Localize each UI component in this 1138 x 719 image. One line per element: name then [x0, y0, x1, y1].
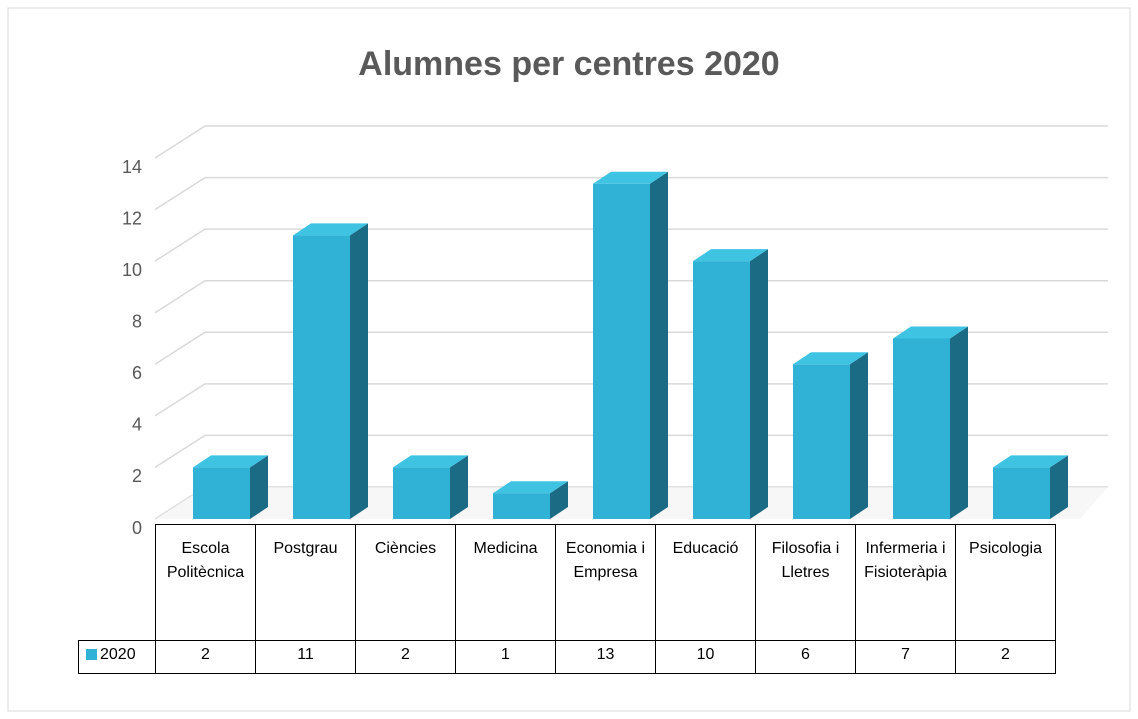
bar-side: [1050, 455, 1068, 519]
bar-front: [193, 467, 250, 519]
bar-side: [250, 455, 268, 519]
value-cell: 7: [855, 640, 956, 674]
bar: [993, 455, 1068, 519]
category-cell: Ciències: [355, 524, 456, 641]
category-cell: Postgrau: [255, 524, 356, 641]
bar-top: [893, 326, 968, 339]
bar-front: [493, 493, 550, 519]
y-tick-label: 6: [132, 363, 142, 383]
bar-side: [750, 249, 768, 519]
bar-side: [550, 481, 568, 519]
category-cell: Infermeria i Fisioteràpia: [855, 524, 956, 641]
category-cell: Economia i Empresa: [555, 524, 656, 641]
grid-line: [154, 331, 1108, 365]
y-tick-label: 2: [132, 466, 142, 486]
value-cell: 1: [455, 640, 556, 674]
legend-label: 2020: [100, 646, 136, 663]
bar: [193, 455, 268, 519]
legend-cell: 2020: [78, 640, 156, 674]
y-tick-label: 14: [122, 157, 142, 177]
y-tick-label: 8: [132, 311, 142, 331]
value-cell: 2: [955, 640, 1056, 674]
y-tick-label: 4: [132, 415, 142, 435]
bar-front: [893, 338, 950, 519]
value-cell: 11: [255, 640, 356, 674]
y-tick-label: 12: [122, 208, 142, 228]
category-cell: Escola Politècnica: [155, 524, 256, 641]
bar-top: [493, 481, 568, 494]
grid-line: [154, 125, 1108, 159]
bar-front: [293, 235, 350, 519]
bar: [293, 223, 368, 519]
category-cell: Psicologia: [955, 524, 1056, 641]
bar-top: [293, 223, 368, 236]
category-cell: Filosofia i Lletres: [755, 524, 856, 641]
value-cell: 2: [355, 640, 456, 674]
value-cell: 13: [555, 640, 656, 674]
bar-top: [693, 249, 768, 262]
chart-title: Alumnes per centres 2020: [358, 45, 779, 83]
bar-side: [650, 171, 668, 520]
category-cell: Educació: [655, 524, 756, 641]
bar-top: [793, 352, 868, 365]
value-cell: 2: [155, 640, 256, 674]
legend-key: [86, 649, 97, 660]
bar-top: [193, 455, 268, 468]
value-cell: 10: [655, 640, 756, 674]
bar-front: [593, 183, 650, 520]
bar-front: [393, 467, 450, 519]
grid-line: [154, 176, 1108, 211]
y-tick-label: 10: [122, 260, 142, 280]
bar: [893, 326, 968, 519]
bar: [493, 481, 568, 519]
grid-line: [154, 279, 1108, 314]
bar-side: [350, 223, 368, 519]
bar-top: [593, 171, 668, 184]
bar: [593, 171, 668, 520]
bar-top: [393, 455, 468, 468]
bar-front: [693, 261, 750, 519]
bar-front: [993, 467, 1050, 519]
bar-front: [793, 364, 850, 519]
bar: [693, 249, 768, 519]
value-cell: 6: [755, 640, 856, 674]
bar-top: [993, 455, 1068, 468]
bar-side: [850, 352, 868, 519]
bar-side: [450, 455, 468, 519]
bar-side: [950, 326, 968, 519]
bar: [393, 455, 468, 519]
y-tick-label: 0: [132, 518, 142, 538]
category-cell: Medicina: [455, 524, 556, 641]
bar: [793, 352, 868, 519]
grid-line: [154, 228, 1108, 262]
